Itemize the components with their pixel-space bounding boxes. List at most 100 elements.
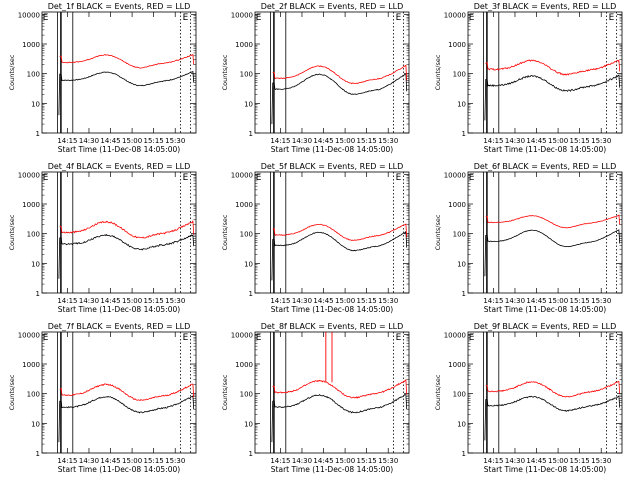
x-axis-label: Start Time (11-Dec-08 14:05:00) (58, 465, 180, 474)
x-tick-label: 15:15 (570, 457, 590, 465)
y-axis-label: Counts/sec (434, 214, 442, 250)
x-tick-label: 14:15 (483, 137, 503, 145)
x-tick-label: 14:30 (505, 457, 525, 465)
y-tick-label: 10000 (231, 331, 253, 339)
detector-panel-3: Det_3f BLACK = Events, RED = LLD 1 10 100 10… (434, 2, 623, 154)
series-line-lld (485, 59, 621, 76)
x-tick-label: 14:30 (505, 137, 525, 145)
x-tick-label: 15:00 (548, 137, 568, 145)
y-tick-label: 100 (27, 391, 40, 399)
x-tick-label: 15:15 (570, 297, 590, 305)
e-marker: E (609, 13, 615, 23)
y-tick-label: 1000 (235, 41, 253, 49)
plot-frame (254, 171, 410, 294)
y-tick-label: 10000 (18, 171, 40, 179)
e-marker: E (256, 13, 262, 23)
x-tick-label: 15:30 (165, 137, 185, 145)
plot-frame (41, 171, 197, 294)
x-tick-label: 15:00 (122, 457, 142, 465)
x-tick-label: 14:45 (526, 297, 546, 305)
series-line-events (271, 73, 408, 125)
e-marker: E (609, 333, 615, 343)
detector-panel-8: Det_8f BLACK = Events, RED = LLD 1 10 100 10… (221, 322, 410, 474)
x-tick-label: 15:00 (335, 457, 355, 465)
y-tick-label: 1000 (22, 201, 40, 209)
x-axis-label: Start Time (11-Dec-08 14:05:00) (271, 465, 393, 474)
series-line-lld (272, 379, 408, 399)
y-axis-label: Counts/sec (434, 374, 442, 410)
y-tick-label: 10000 (444, 171, 466, 179)
detector-panel-1: Det_1f BLACK = Events, RED = LLD 1 10 100 10… (8, 2, 197, 154)
y-tick-label: 100 (453, 231, 466, 239)
e-marker: E (43, 173, 49, 183)
series-line-events (271, 393, 408, 443)
x-tick-label: 15:15 (144, 457, 164, 465)
x-tick-label: 15:15 (357, 457, 377, 465)
detector-panel-5: Det_5f BLACK = Events, RED = LLD 1 10 100 10… (221, 162, 410, 314)
plot-frame (467, 171, 623, 294)
plot-frame (467, 11, 623, 134)
detector-panel-9: Det_9f BLACK = Events, RED = LLD 1 10 100 10… (434, 322, 623, 474)
detector-panel-4: Det_4f BLACK = Events, RED = LLD 1 10 100 10… (8, 162, 197, 314)
e-marker: E (609, 173, 615, 183)
y-tick-label: 100 (240, 391, 253, 399)
x-axis-label: Start Time (11-Dec-08 14:05:00) (58, 145, 180, 154)
y-tick-label: 10000 (444, 331, 466, 339)
panel-title: Det_1f BLACK = Events, RED = LLD (48, 2, 191, 11)
e-marker: E (183, 173, 189, 183)
y-tick-label: 100 (27, 71, 40, 79)
e-marker: E (43, 333, 49, 343)
y-tick-label: 1000 (22, 41, 40, 49)
x-tick-label: 14:30 (292, 137, 312, 145)
y-tick-label: 1000 (448, 41, 466, 49)
x-tick-label: 14:45 (100, 137, 120, 145)
panel-title: Det_8f BLACK = Events, RED = LLD (261, 322, 404, 331)
x-tick-label: 15:00 (122, 297, 142, 305)
x-tick-label: 15:15 (357, 297, 377, 305)
x-tick-label: 15:30 (591, 457, 611, 465)
y-axis-label: Counts/sec (8, 54, 16, 90)
x-tick-label: 15:30 (378, 457, 398, 465)
x-tick-label: 14:30 (79, 137, 99, 145)
x-tick-label: 15:00 (335, 137, 355, 145)
e-marker: E (183, 13, 189, 23)
y-tick-label: 1 (36, 450, 40, 458)
panel-title: Det_9f BLACK = Events, RED = LLD (474, 322, 617, 331)
x-tick-label: 15:00 (335, 297, 355, 305)
y-tick-label: 1 (249, 290, 253, 298)
series-line-lld (272, 223, 408, 241)
x-tick-label: 15:30 (591, 297, 611, 305)
series-line-events (58, 395, 195, 443)
x-axis-label: Start Time (11-Dec-08 14:05:00) (484, 305, 606, 314)
x-tick-label: 14:15 (57, 297, 77, 305)
lld-spike (325, 332, 333, 383)
x-tick-label: 15:30 (591, 137, 611, 145)
y-tick-label: 100 (27, 231, 40, 239)
detector-panel-2: Det_2f BLACK = Events, RED = LLD 1 10 100 10… (221, 2, 410, 154)
x-axis-label: Start Time (11-Dec-08 14:05:00) (271, 305, 393, 314)
y-tick-label: 1 (36, 130, 40, 138)
series-line-lld (59, 54, 195, 69)
e-marker: E (256, 173, 262, 183)
x-tick-label: 14:45 (100, 297, 120, 305)
x-tick-label: 15:30 (165, 457, 185, 465)
y-tick-label: 10 (457, 420, 466, 428)
panel-title: Det_2f BLACK = Events, RED = LLD (261, 2, 404, 11)
plot-frame (467, 331, 623, 454)
series-line-lld (485, 380, 621, 398)
series-line-events (271, 230, 408, 281)
e-marker: E (43, 13, 49, 23)
detector-panel-7: Det_7f BLACK = Events, RED = LLD 1 10 100 10… (8, 322, 197, 474)
y-tick-label: 10 (31, 260, 40, 268)
y-tick-label: 10000 (231, 171, 253, 179)
e-marker: E (469, 173, 475, 183)
x-axis-label: Start Time (11-Dec-08 14:05:00) (484, 465, 606, 474)
detector-panel-6: Det_6f BLACK = Events, RED = LLD 1 10 100 10… (434, 162, 623, 314)
y-tick-label: 100 (240, 231, 253, 239)
x-tick-label: 14:30 (79, 297, 99, 305)
y-tick-label: 1000 (448, 201, 466, 209)
panel-title: Det_7f BLACK = Events, RED = LLD (48, 322, 191, 331)
y-tick-label: 1000 (22, 361, 40, 369)
y-tick-label: 1 (462, 130, 466, 138)
y-axis-label: Counts/sec (221, 54, 229, 90)
